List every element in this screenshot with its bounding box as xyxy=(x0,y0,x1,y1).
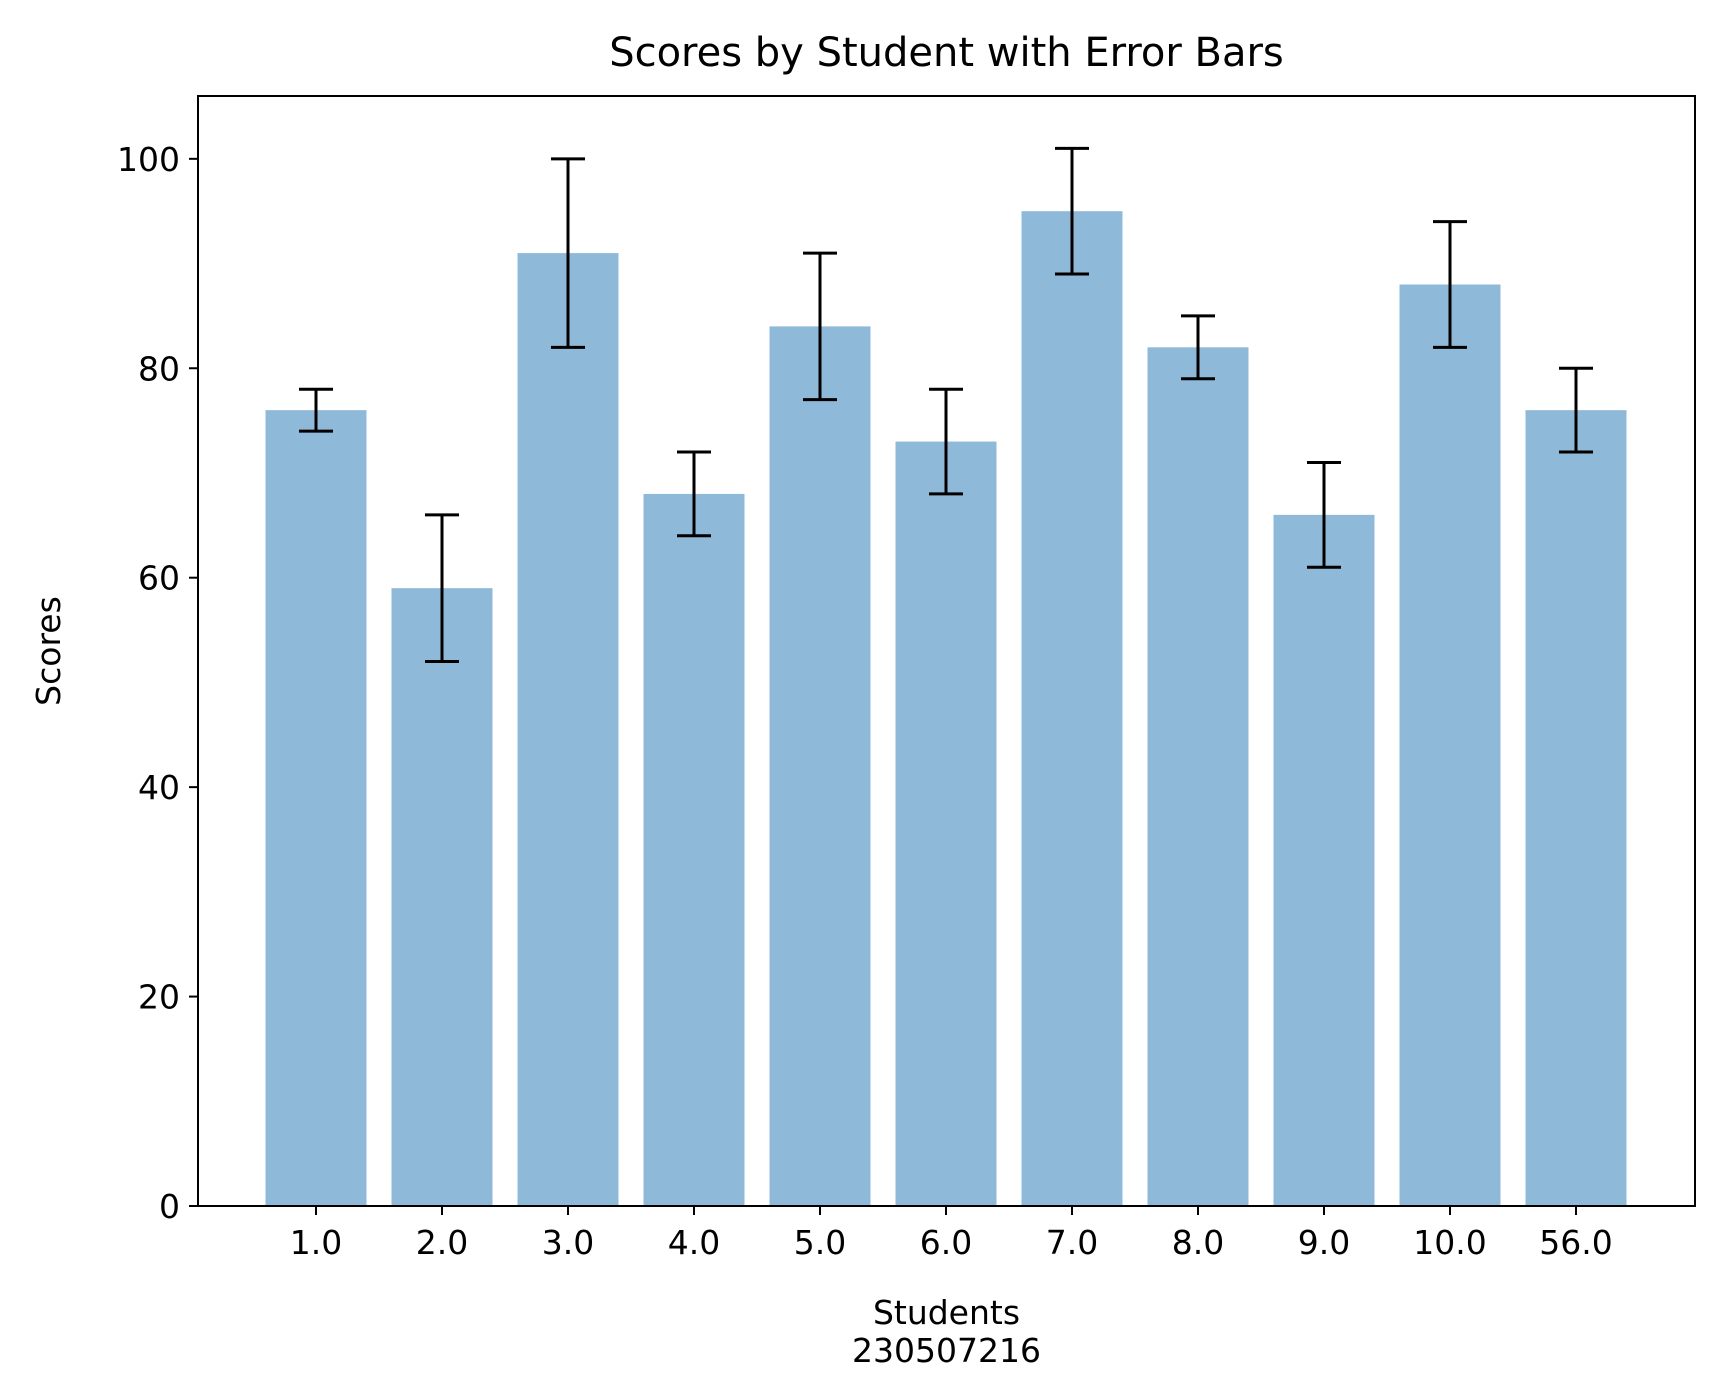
x-tick-label-9.0: 9.0 xyxy=(1298,1223,1350,1262)
x-tick-label-4.0: 4.0 xyxy=(668,1223,720,1262)
bar-3.0 xyxy=(517,253,619,1206)
x-tick-label-3.0: 3.0 xyxy=(542,1223,594,1262)
bar-4.0 xyxy=(643,493,745,1206)
x-axis-ticks: 1.0 2.0 3.0 4.0 5.0 6.0 7.0 8.0 9.0 10.0 56.0 xyxy=(290,1206,1613,1262)
x-axis-label: Students xyxy=(873,1293,1020,1332)
error-bars-layer xyxy=(299,146,1593,663)
x-tick-label-2.0: 2.0 xyxy=(416,1223,468,1262)
y-axis-label: Scores xyxy=(29,596,68,706)
y-tick-label-80: 80 xyxy=(138,349,180,388)
bar-56.0 xyxy=(1525,410,1627,1206)
x-axis-sublabel: 230507216 xyxy=(852,1331,1041,1370)
y-tick-label-100: 100 xyxy=(117,140,180,179)
x-tick-label-6.0: 6.0 xyxy=(920,1223,972,1262)
x-tick-label-1.0: 1.0 xyxy=(290,1223,342,1262)
bar-10.0 xyxy=(1399,284,1501,1206)
bar-1.0 xyxy=(265,410,367,1206)
x-tick-label-7.0: 7.0 xyxy=(1046,1223,1098,1262)
x-tick-label-8.0: 8.0 xyxy=(1172,1223,1224,1262)
bar-5.0 xyxy=(769,326,871,1206)
x-tick-label-5.0: 5.0 xyxy=(794,1223,846,1262)
y-tick-label-0: 0 xyxy=(159,1187,180,1226)
x-tick-label-56.0: 56.0 xyxy=(1539,1223,1612,1262)
bar-7.0 xyxy=(1021,211,1123,1206)
chart-title: Scores by Student with Error Bars xyxy=(609,30,1284,76)
y-tick-label-40: 40 xyxy=(138,768,180,807)
bar-2.0 xyxy=(391,588,493,1206)
bar-8.0 xyxy=(1147,347,1249,1206)
x-tick-label-10.0: 10.0 xyxy=(1413,1223,1486,1262)
bar-6.0 xyxy=(895,441,997,1206)
y-axis-ticks: 0 20 40 60 80 100 xyxy=(117,140,198,1226)
y-tick-label-60: 60 xyxy=(138,559,180,598)
y-tick-label-20: 20 xyxy=(138,978,180,1017)
bars-layer xyxy=(265,211,1627,1206)
bar-9.0 xyxy=(1273,514,1375,1206)
